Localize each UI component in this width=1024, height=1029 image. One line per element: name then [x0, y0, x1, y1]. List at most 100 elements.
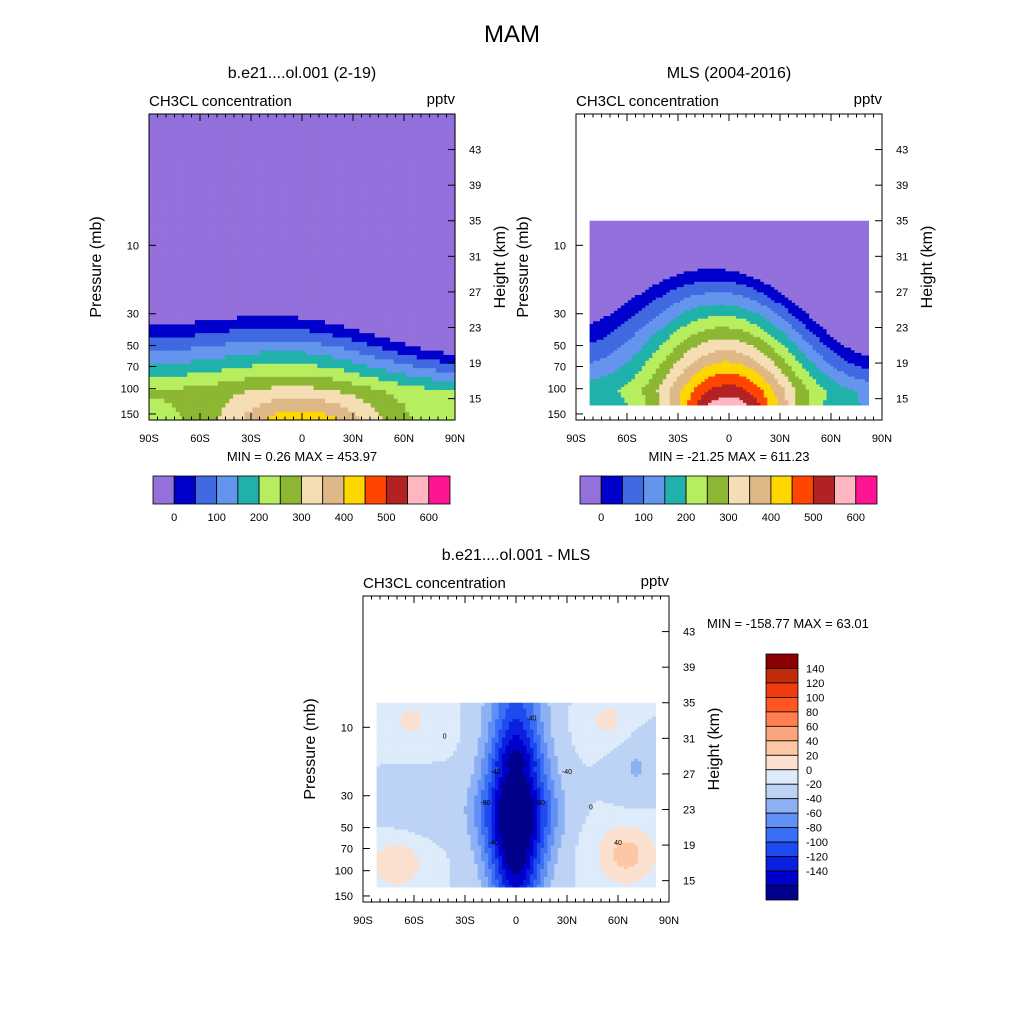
field-cell — [298, 398, 303, 404]
field-cell — [420, 336, 425, 342]
field-cell — [229, 293, 234, 299]
field-cell — [340, 293, 345, 299]
field-cell — [340, 135, 345, 141]
field-cell — [336, 328, 341, 334]
field-cell — [233, 328, 238, 334]
field-cell — [179, 284, 185, 290]
field-cell — [359, 153, 364, 159]
field-cell — [187, 166, 192, 172]
field-cell — [279, 380, 284, 386]
field-cell — [252, 144, 257, 150]
field-cell — [248, 127, 253, 133]
field-cell — [275, 131, 280, 137]
field-cell — [156, 179, 162, 185]
field-cell — [340, 389, 345, 395]
field-cell — [397, 135, 403, 141]
field-cell — [194, 144, 200, 150]
field-cell — [397, 280, 403, 286]
field-cell — [405, 301, 410, 307]
field-cell — [336, 262, 341, 268]
field-cell — [164, 315, 169, 321]
field-cell — [386, 249, 391, 255]
field-cell — [305, 210, 311, 216]
field-cell — [317, 236, 322, 242]
field-cell — [412, 393, 418, 399]
field-cell — [236, 214, 242, 220]
field-cell — [252, 114, 257, 119]
field-cell — [179, 275, 185, 281]
field-cell — [202, 406, 207, 412]
field-cell — [386, 166, 391, 172]
field-cell — [202, 188, 207, 194]
field-cell — [164, 398, 169, 404]
field-cell — [187, 301, 192, 307]
field-cell — [168, 183, 173, 189]
field-cell — [370, 175, 376, 181]
field-cell — [309, 175, 315, 181]
field-cell — [198, 232, 204, 237]
field-cell — [156, 253, 162, 259]
field-cell — [321, 210, 326, 216]
field-cell — [328, 398, 334, 404]
field-cell — [393, 232, 399, 237]
field-cell — [214, 301, 219, 307]
field-cell — [183, 363, 188, 369]
field-cell — [187, 267, 192, 272]
field-cell — [393, 205, 399, 211]
field-cell — [290, 192, 295, 198]
field-cell — [336, 406, 341, 412]
field-cell — [259, 389, 265, 395]
field-cell — [359, 210, 364, 216]
field-cell — [416, 385, 422, 390]
field-cell — [214, 223, 219, 229]
field-cell — [175, 188, 181, 194]
field-cell — [267, 306, 272, 312]
field-cell — [206, 170, 211, 176]
field-cell — [191, 415, 196, 421]
field-cell — [263, 148, 269, 154]
field-cell — [156, 315, 162, 321]
field-cell — [183, 345, 188, 351]
field-cell — [328, 140, 334, 146]
field-cell — [252, 131, 257, 137]
field-cell — [405, 188, 410, 194]
field-cell — [202, 393, 207, 399]
field-cell — [393, 284, 399, 290]
field-cell — [214, 345, 219, 351]
field-cell — [290, 280, 295, 286]
field-cell — [367, 262, 372, 268]
field-cell — [412, 385, 418, 390]
field-cell — [221, 345, 227, 351]
field-cell — [412, 398, 418, 404]
field-cell — [351, 398, 357, 404]
field-cell — [248, 371, 253, 377]
field-cell — [267, 205, 272, 211]
field-cell — [340, 166, 345, 172]
field-cell — [336, 354, 341, 360]
field-cell — [214, 363, 219, 369]
field-cell — [183, 332, 188, 338]
field-cell — [378, 415, 383, 421]
field-cell — [198, 350, 204, 356]
field-cell — [401, 323, 406, 329]
field-cell — [367, 380, 372, 386]
field-cell — [229, 245, 234, 251]
field-cell — [344, 188, 349, 194]
field-cell — [164, 201, 169, 207]
field-cell — [240, 402, 246, 408]
field-cell — [359, 271, 364, 277]
field-cell — [179, 144, 185, 150]
field-cell — [236, 323, 242, 329]
field-cell — [206, 315, 211, 321]
field-cell — [179, 232, 185, 237]
field-cell — [397, 310, 403, 316]
field-cell — [160, 284, 165, 290]
field-cell — [194, 188, 200, 194]
field-cell — [290, 385, 295, 390]
field-cell — [233, 188, 238, 194]
field-cell — [240, 367, 246, 373]
field-cell — [267, 227, 272, 233]
field-cell — [191, 367, 196, 373]
field-cell — [367, 249, 372, 255]
field-cell — [263, 301, 269, 307]
